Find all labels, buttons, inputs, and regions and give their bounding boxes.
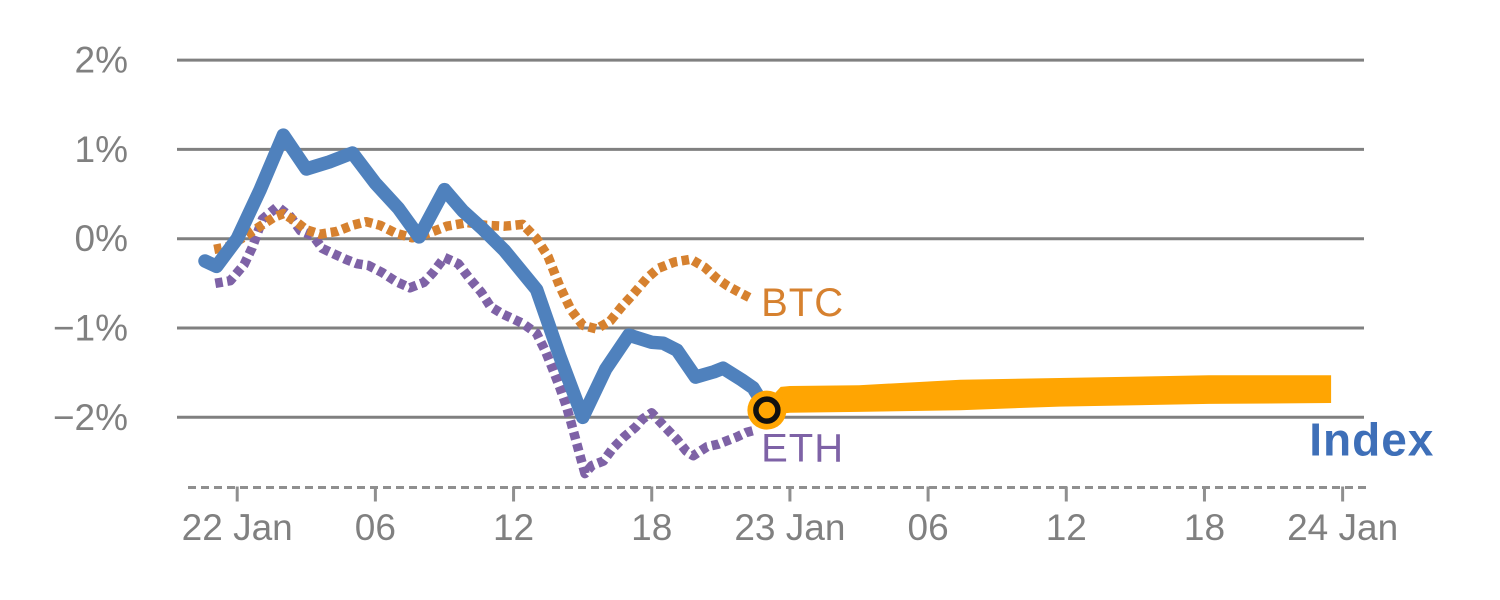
x-tick-label: 06	[355, 507, 396, 548]
btc-label: BTC	[761, 281, 844, 325]
x-tick-label: 24 Jan	[1287, 507, 1398, 548]
y-tick-label: 0%	[75, 218, 128, 259]
y-tick-label: 2%	[75, 40, 128, 81]
current-value-marker-ring	[753, 396, 781, 424]
x-tick-label: 06	[908, 507, 949, 548]
x-tick-label: 18	[1184, 507, 1225, 548]
eth-label: ETH	[761, 427, 844, 471]
x-tick-label: 18	[631, 507, 672, 548]
forecast-band	[766, 375, 1332, 420]
y-tick-label: −2%	[53, 397, 128, 438]
x-tick-label: 22 Jan	[182, 507, 293, 548]
y-tick-label: −1%	[53, 308, 128, 349]
y-tick-label: 1%	[75, 129, 128, 170]
index-label: Index	[1309, 414, 1434, 466]
x-tick-label: 12	[1046, 507, 1087, 548]
eth-line	[214, 201, 755, 479]
btc-line	[213, 208, 756, 334]
x-tick-label: 12	[493, 507, 534, 548]
index-line	[198, 128, 774, 425]
x-tick-label: 23 Jan	[734, 507, 845, 548]
